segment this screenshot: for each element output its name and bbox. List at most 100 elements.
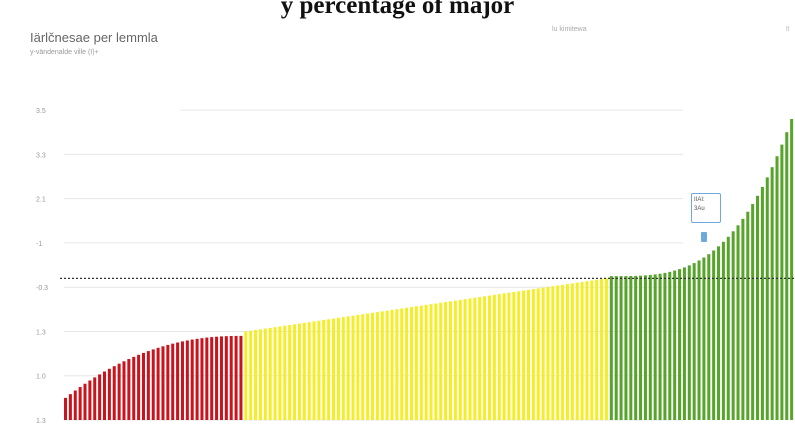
- bar-yellow[interactable]: [492, 294, 496, 420]
- bar-green[interactable]: [624, 276, 628, 420]
- bar-yellow[interactable]: [600, 279, 604, 420]
- bar-yellow[interactable]: [361, 314, 365, 420]
- bar-yellow[interactable]: [536, 288, 540, 420]
- bar-red[interactable]: [93, 377, 97, 420]
- bar-green[interactable]: [629, 276, 633, 420]
- bar-yellow[interactable]: [565, 284, 569, 420]
- bar-green[interactable]: [648, 274, 652, 420]
- bar-yellow[interactable]: [400, 308, 404, 421]
- bar-red[interactable]: [195, 338, 199, 420]
- bar-red[interactable]: [215, 336, 219, 420]
- bar-yellow[interactable]: [453, 300, 457, 420]
- bar-yellow[interactable]: [551, 286, 555, 420]
- bar-green[interactable]: [702, 257, 706, 420]
- bar-yellow[interactable]: [502, 293, 506, 420]
- bar-yellow[interactable]: [346, 316, 350, 420]
- bar-yellow[interactable]: [254, 330, 258, 420]
- bar-yellow[interactable]: [385, 310, 389, 420]
- bar-red[interactable]: [176, 342, 180, 420]
- bar-green[interactable]: [643, 275, 647, 420]
- bar-yellow[interactable]: [244, 331, 248, 420]
- bar-yellow[interactable]: [458, 299, 462, 420]
- bar-yellow[interactable]: [487, 295, 491, 420]
- bar-yellow[interactable]: [263, 328, 267, 420]
- bar-red[interactable]: [127, 359, 131, 420]
- bar-yellow[interactable]: [322, 319, 326, 420]
- bar-red[interactable]: [64, 397, 68, 420]
- bar-green[interactable]: [721, 241, 725, 420]
- bar-green[interactable]: [780, 144, 784, 420]
- bar-green[interactable]: [653, 274, 657, 420]
- bar-yellow[interactable]: [473, 297, 477, 420]
- bar-red[interactable]: [205, 337, 209, 420]
- bar-yellow[interactable]: [468, 298, 472, 420]
- bar-red[interactable]: [210, 337, 214, 420]
- bar-yellow[interactable]: [317, 320, 321, 420]
- bar-yellow[interactable]: [434, 303, 438, 420]
- bar-red[interactable]: [219, 336, 223, 420]
- bar-yellow[interactable]: [463, 299, 467, 420]
- bar-yellow[interactable]: [336, 317, 340, 420]
- bar-yellow[interactable]: [556, 285, 560, 420]
- bar-yellow[interactable]: [439, 302, 443, 420]
- bar-yellow[interactable]: [546, 286, 550, 420]
- bar-yellow[interactable]: [595, 279, 599, 420]
- bar-green[interactable]: [726, 236, 730, 420]
- bar-yellow[interactable]: [590, 280, 594, 421]
- bar-green[interactable]: [687, 265, 691, 420]
- bar-yellow[interactable]: [327, 319, 331, 420]
- bar-green[interactable]: [639, 275, 643, 420]
- bar-yellow[interactable]: [410, 307, 414, 420]
- bar-green[interactable]: [756, 195, 760, 420]
- bar-green[interactable]: [746, 211, 750, 420]
- bar-yellow[interactable]: [497, 294, 501, 420]
- bar-red[interactable]: [190, 339, 194, 420]
- bar-yellow[interactable]: [380, 311, 384, 420]
- bar-yellow[interactable]: [356, 314, 360, 420]
- bar-green[interactable]: [751, 204, 755, 420]
- bar-green[interactable]: [682, 267, 686, 420]
- bar-yellow[interactable]: [278, 326, 282, 420]
- bar-yellow[interactable]: [307, 322, 311, 420]
- bar-yellow[interactable]: [297, 323, 301, 420]
- bar-green[interactable]: [790, 118, 794, 421]
- bar-yellow[interactable]: [604, 278, 608, 420]
- bar-yellow[interactable]: [293, 324, 297, 420]
- bar-red[interactable]: [229, 336, 233, 420]
- bar-green[interactable]: [785, 132, 789, 420]
- bar-red[interactable]: [224, 336, 228, 420]
- bar-yellow[interactable]: [341, 317, 345, 420]
- bar-yellow[interactable]: [273, 327, 277, 420]
- bar-red[interactable]: [112, 366, 116, 420]
- bar-yellow[interactable]: [419, 305, 423, 420]
- bar-red[interactable]: [180, 341, 184, 420]
- bar-green[interactable]: [663, 272, 667, 420]
- bar-yellow[interactable]: [424, 304, 428, 420]
- bar-yellow[interactable]: [444, 302, 448, 420]
- bar-yellow[interactable]: [580, 281, 584, 420]
- bar-red[interactable]: [156, 347, 160, 420]
- bar-yellow[interactable]: [395, 309, 399, 420]
- bar-green[interactable]: [736, 225, 740, 420]
- bar-yellow[interactable]: [522, 290, 526, 420]
- bar-red[interactable]: [83, 383, 87, 420]
- bar-yellow[interactable]: [414, 306, 418, 420]
- bar-red[interactable]: [122, 361, 126, 420]
- bar-red[interactable]: [88, 380, 92, 420]
- bar-yellow[interactable]: [366, 313, 370, 420]
- bar-green[interactable]: [668, 271, 672, 420]
- bar-green[interactable]: [658, 273, 662, 420]
- bar-red[interactable]: [98, 374, 102, 420]
- bar-yellow[interactable]: [268, 327, 272, 420]
- bar-yellow[interactable]: [429, 304, 433, 420]
- bar-yellow[interactable]: [283, 325, 287, 420]
- bar-green[interactable]: [634, 275, 638, 420]
- bar-green[interactable]: [775, 156, 779, 421]
- legend-label[interactable]: lu kimitewa: [552, 26, 587, 33]
- bar-red[interactable]: [73, 390, 77, 420]
- bar-red[interactable]: [141, 352, 145, 420]
- bar-red[interactable]: [151, 349, 155, 420]
- bar-green[interactable]: [741, 218, 745, 420]
- bar-yellow[interactable]: [448, 301, 453, 420]
- bar-yellow[interactable]: [585, 281, 589, 420]
